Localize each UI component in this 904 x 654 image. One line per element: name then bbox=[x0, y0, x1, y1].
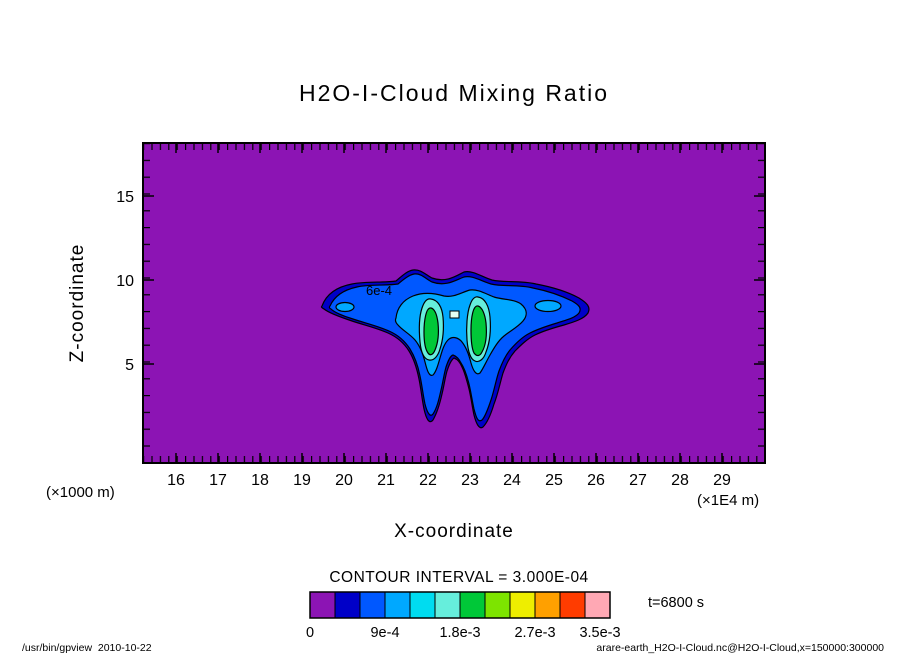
x-tick-label: 23 bbox=[461, 472, 479, 489]
colorbar-cell bbox=[584, 591, 611, 619]
minor-ticks-bottom bbox=[143, 456, 765, 463]
colorbar-cell bbox=[409, 591, 436, 619]
colorbar-label: 0 bbox=[306, 625, 314, 641]
colorbar-cell bbox=[309, 591, 336, 619]
x-tick-label: 19 bbox=[293, 472, 311, 489]
y-major-ticks bbox=[143, 195, 765, 365]
colorbar-cell bbox=[384, 591, 411, 619]
x-tick-label: 26 bbox=[587, 472, 605, 489]
colorbar-label: 1.8e-3 bbox=[439, 625, 480, 641]
x-tick-label: 28 bbox=[671, 472, 689, 489]
minor-ticks bbox=[143, 143, 765, 463]
x-tick-label: 16 bbox=[167, 472, 185, 489]
plot-border bbox=[142, 142, 766, 464]
colorbar-label: 3.5e-3 bbox=[579, 625, 620, 641]
colorbar-cell bbox=[359, 591, 386, 619]
colorbar-frame bbox=[309, 591, 611, 619]
y-tick-label: 10 bbox=[116, 273, 134, 290]
x-tick-label: 22 bbox=[419, 472, 437, 489]
x-tick-labels: 16 17 18 19 20 21 22 23 24 25 26 27 28 2… bbox=[167, 472, 731, 489]
minor-ticks-right bbox=[758, 143, 765, 463]
y-axis-label: Z-coordinate bbox=[67, 244, 88, 363]
contour-core-left bbox=[423, 307, 439, 356]
inline-contour-label: 6e-4 bbox=[366, 283, 392, 298]
contour-core-right bbox=[470, 305, 487, 357]
x-axis-unit: (×1E4 m) bbox=[697, 492, 759, 509]
colorbar-cell bbox=[434, 591, 461, 619]
x-tick-label: 27 bbox=[629, 472, 647, 489]
colorbar-label: 9e-4 bbox=[370, 625, 399, 641]
y-tick-label: 5 bbox=[125, 357, 134, 374]
x-tick-label: 17 bbox=[209, 472, 227, 489]
x-major-ticks bbox=[175, 143, 723, 463]
x-tick-label: 21 bbox=[377, 472, 395, 489]
y-axis-unit: (×1000 m) bbox=[46, 484, 115, 501]
colorbar-cell bbox=[534, 591, 561, 619]
colorbar-label: 2.7e-3 bbox=[514, 625, 555, 641]
colorbar-cell bbox=[559, 591, 586, 619]
x-axis-label: X-coordinate bbox=[394, 521, 514, 542]
max-marker bbox=[449, 310, 460, 319]
minor-ticks-left bbox=[143, 143, 150, 463]
colorbar-cell bbox=[334, 591, 361, 619]
x-tick-label: 24 bbox=[503, 472, 521, 489]
plot-title: H2O-I-Cloud Mixing Ratio bbox=[299, 80, 609, 106]
colorbar-cell bbox=[484, 591, 511, 619]
colorbar-cell bbox=[459, 591, 486, 619]
contour-layers: 6e-4 bbox=[320, 269, 590, 429]
colorbar: 0 9e-4 1.8e-3 2.7e-3 3.5e-3 bbox=[306, 591, 621, 641]
contour-patch-left-wing bbox=[335, 301, 355, 313]
time-annotation: t=6800 s bbox=[648, 595, 704, 611]
y-tick-label: 15 bbox=[116, 189, 134, 206]
x-tick-label: 25 bbox=[545, 472, 563, 489]
contour-interval-caption: CONTOUR INTERVAL = 3.000E-04 bbox=[329, 569, 588, 586]
footer-filename: arare-earth_H2O-I-Cloud.nc@H2O-I-Cloud,x… bbox=[596, 642, 884, 654]
footer-command: /usr/bin/gpview 2010-10-22 bbox=[22, 642, 152, 654]
minor-ticks-top bbox=[143, 143, 765, 150]
x-tick-label: 18 bbox=[251, 472, 269, 489]
x-tick-label: 29 bbox=[713, 472, 731, 489]
contour-patch-right-wing bbox=[534, 299, 562, 313]
x-tick-label: 20 bbox=[335, 472, 353, 489]
colorbar-cell bbox=[509, 591, 536, 619]
y-tick-labels: 5 10 15 bbox=[116, 189, 134, 374]
